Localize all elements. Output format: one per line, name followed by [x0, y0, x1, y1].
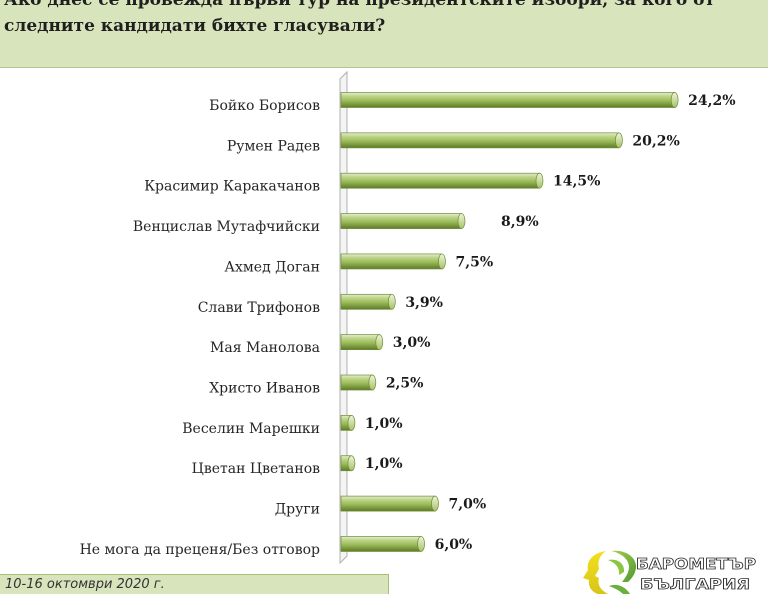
bar-body — [340, 293, 393, 310]
logo-line-1: БАРОМЕТЪР — [636, 555, 756, 573]
bar-body — [340, 455, 352, 472]
category-label-3: Красимир Каракачанов — [144, 179, 320, 195]
chart-title-line-2: следните кандидати бихте гласували? — [4, 16, 386, 36]
category-label-2: Румен Радев — [227, 138, 320, 154]
bar-10 — [340, 455, 356, 472]
head-profile-face — [583, 551, 608, 594]
value-label-2: 20,2% — [632, 133, 679, 149]
bar-end-cap — [347, 455, 356, 472]
bar-end-cap — [368, 374, 377, 391]
bar-end-cap — [615, 132, 623, 149]
bar-body — [340, 334, 380, 351]
head-profile-inner-arc — [608, 559, 625, 575]
bar-end-cap — [670, 92, 679, 108]
axis-wall — [339, 70, 348, 565]
value-label-11: 7,0% — [449, 497, 487, 513]
value-label-5: 7,5% — [455, 254, 493, 270]
bar-11 — [340, 495, 439, 512]
bar-7 — [340, 334, 384, 351]
survey-date-box: 10-16 октомври 2020 г. — [0, 574, 389, 594]
bar-12 — [340, 536, 425, 552]
value-label-10: 1,0% — [365, 456, 403, 472]
category-label-4: Венцислав Мутафчийски — [133, 219, 320, 235]
value-label-1: 24,2% — [688, 93, 735, 109]
bars-group — [340, 92, 679, 552]
bar-9 — [340, 415, 356, 431]
logo-line-2: БЪЛГАРИЯ — [640, 577, 750, 593]
bar-body — [340, 92, 675, 108]
bar-8 — [340, 374, 377, 391]
bar-end-cap — [375, 334, 384, 351]
survey-date: 10-16 октомври 2020 г. — [5, 577, 165, 592]
bar-end-cap — [457, 213, 466, 229]
value-label-8: 2,5% — [386, 376, 424, 392]
bar-3 — [340, 172, 544, 189]
bar-body — [340, 253, 443, 270]
category-label-9: Веселин Марешки — [182, 421, 320, 437]
value-label-7: 3,0% — [393, 335, 431, 351]
value-labels-group: 24,2% 20,2% 14,5% 8,9% 7,5% 3,9% 3,0% 2,5% 1,0% 1… — [365, 93, 736, 553]
category-label-8: Христо Иванов — [209, 381, 320, 397]
category-label-6: Слави Трифонов — [198, 300, 320, 316]
category-label-12: Не мога да преценя/Без отговор — [80, 542, 320, 558]
category-label-11: Други — [275, 502, 320, 518]
value-label-4: 8,9% — [501, 214, 539, 230]
bar-body — [340, 213, 462, 229]
bar-end-cap — [387, 293, 396, 310]
bar-body — [340, 536, 422, 552]
bar-1 — [340, 92, 679, 108]
category-label-7: Мая Манолова — [210, 340, 320, 356]
value-label-3: 14,5% — [553, 174, 600, 190]
head-profile-icon — [583, 550, 637, 594]
chart-title-line-1: Ако днес се провежда първи тур на презид… — [4, 0, 716, 10]
bar-end-cap — [431, 495, 439, 512]
value-label-9: 1,0% — [365, 416, 403, 432]
bar-2 — [340, 132, 623, 149]
bar-end-cap — [438, 253, 446, 270]
chart-title-bar: Ако днес се провежда първи тур на презид… — [0, 0, 768, 68]
bar-body — [340, 172, 540, 189]
category-labels-group: Бойко Борисов Румен Радев Красимир Каракач… — [80, 98, 321, 558]
bar-4 — [340, 213, 466, 229]
bar-body — [340, 374, 373, 391]
bar-end-cap — [347, 415, 356, 431]
category-label-1: Бойко Борисов — [209, 98, 320, 114]
value-label-12: 6,0% — [435, 537, 473, 553]
barometar-bulgaria-logo: БАРОМЕТЪР БЪЛГАРИЯ — [583, 550, 756, 594]
bar-body — [340, 495, 436, 512]
value-label-6: 3,9% — [405, 295, 443, 311]
bar-body — [340, 132, 620, 149]
category-label-10: Цветан Цветанов — [192, 461, 320, 477]
bar-5 — [340, 253, 446, 270]
bar-6 — [340, 293, 396, 310]
bar-end-cap — [535, 172, 544, 189]
head-profile-neck-arc — [609, 584, 630, 594]
head-profile-outer-arc — [611, 550, 637, 582]
bar-body — [340, 415, 352, 431]
category-label-5: Ахмед Доган — [224, 259, 320, 275]
bar-end-cap — [417, 536, 425, 552]
chart-title: Ако днес се провежда първи тур на презид… — [4, 0, 715, 39]
